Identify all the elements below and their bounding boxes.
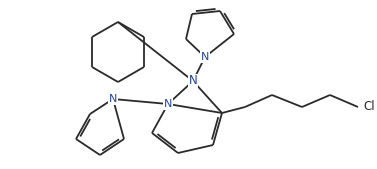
Text: N: N — [109, 94, 117, 104]
Text: Cl: Cl — [363, 101, 375, 114]
Text: N: N — [188, 75, 198, 88]
Text: N: N — [201, 52, 209, 62]
Text: N: N — [164, 99, 172, 109]
